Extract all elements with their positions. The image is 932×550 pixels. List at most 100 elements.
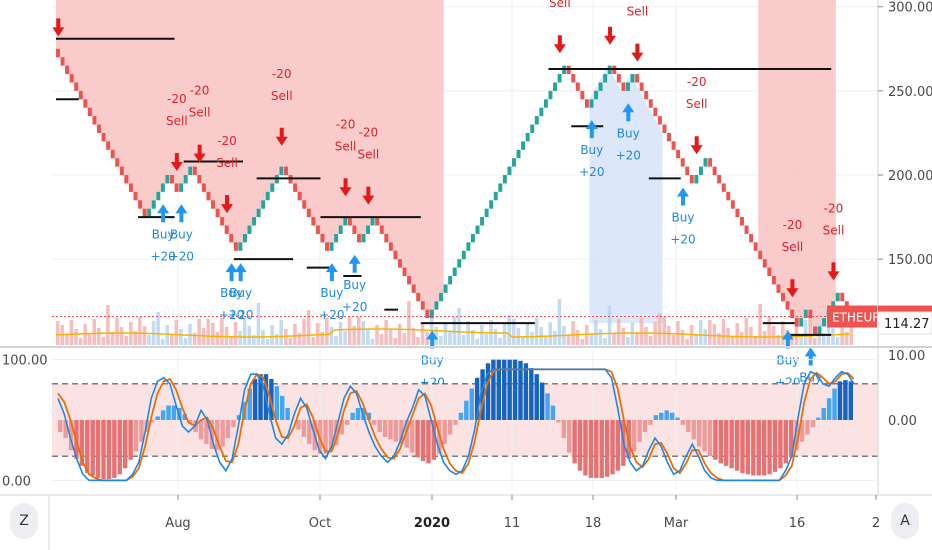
volume-bar bbox=[156, 312, 160, 345]
renko-brick bbox=[521, 141, 526, 150]
histogram-bar bbox=[101, 420, 106, 480]
k-line bbox=[57, 368, 855, 482]
volume-bar bbox=[434, 327, 439, 345]
renko-brick bbox=[744, 225, 749, 234]
renko-brick bbox=[817, 326, 822, 335]
x-tick-label: 2 bbox=[872, 516, 880, 531]
volume-bar bbox=[721, 319, 726, 345]
sell-signal-qty: -20 bbox=[783, 218, 803, 232]
volume-bar bbox=[480, 325, 484, 345]
volume-bar bbox=[388, 329, 393, 345]
histogram-bar bbox=[150, 420, 155, 423]
volume-bar bbox=[575, 330, 580, 345]
volume-bar bbox=[352, 326, 356, 345]
volume-bar bbox=[826, 319, 831, 345]
volume-bar bbox=[799, 334, 803, 345]
y-tick-label: 150.00 bbox=[888, 253, 932, 268]
volume-bar bbox=[147, 335, 151, 345]
histogram-bar bbox=[751, 420, 756, 476]
renko-brick bbox=[516, 149, 521, 159]
buy-signal-label: Buy bbox=[152, 227, 175, 241]
renko-brick bbox=[252, 217, 257, 226]
volume-bar bbox=[302, 319, 306, 345]
osc-right-tick-label: 10.00 bbox=[888, 349, 925, 364]
histogram-bar bbox=[269, 378, 274, 420]
buy-arrow-icon bbox=[804, 347, 817, 366]
sell-signal-label: Sell bbox=[166, 114, 188, 128]
histogram-bar bbox=[594, 420, 599, 478]
volume-bar bbox=[402, 333, 407, 345]
histogram-bar bbox=[404, 420, 409, 448]
sell-arrow-icon bbox=[362, 186, 375, 205]
volume-bar bbox=[78, 338, 83, 345]
volume-bar bbox=[694, 334, 698, 345]
volume-bar bbox=[457, 308, 461, 345]
buy-arrow-icon bbox=[157, 204, 170, 223]
buy-arrow-icon bbox=[234, 263, 247, 282]
y-tick-label: 300.00 bbox=[888, 1, 932, 16]
sell-signal-label: Sell bbox=[216, 156, 238, 170]
volume-bar bbox=[265, 339, 270, 345]
renko-brick bbox=[242, 233, 247, 243]
volume-bar bbox=[589, 334, 594, 345]
volume-bar bbox=[507, 315, 511, 345]
histogram-bar bbox=[496, 359, 502, 420]
volume-bar bbox=[124, 336, 128, 345]
renko-brick bbox=[407, 276, 412, 285]
volume-bar bbox=[220, 318, 224, 345]
scale-button[interactable]: A bbox=[891, 503, 919, 539]
renko-brick bbox=[835, 292, 840, 302]
histogram-bar bbox=[409, 420, 415, 453]
timezone-button[interactable]: Z bbox=[10, 503, 38, 539]
renko-brick bbox=[334, 233, 339, 243]
histogram-bar bbox=[399, 420, 404, 445]
renko-brick bbox=[366, 225, 371, 234]
renko-brick bbox=[498, 183, 503, 192]
renko-brick bbox=[425, 309, 430, 319]
sell-signal-label: Sell bbox=[335, 139, 357, 153]
volume-bar bbox=[347, 317, 352, 345]
volume-bar bbox=[110, 332, 115, 345]
volume-bar bbox=[767, 317, 771, 345]
histogram-bar bbox=[512, 359, 518, 420]
sell-signal-qty: -20 bbox=[359, 126, 379, 140]
histogram-bar bbox=[588, 420, 594, 478]
volume-bar bbox=[812, 338, 817, 345]
volume-bar bbox=[338, 322, 343, 345]
buy-signal-qty: +20 bbox=[616, 148, 641, 162]
sell-arrow-icon bbox=[827, 262, 840, 281]
renko-brick bbox=[493, 191, 498, 201]
renko-brick bbox=[507, 166, 512, 176]
renko-brick bbox=[794, 318, 799, 327]
y-tick-label: 250.00 bbox=[888, 85, 932, 100]
volume-bar bbox=[484, 334, 489, 345]
renko-brick bbox=[56, 48, 60, 58]
renko-brick bbox=[484, 208, 489, 218]
renko-brick bbox=[822, 318, 827, 327]
renko-brick bbox=[233, 242, 238, 251]
renko-brick bbox=[712, 166, 717, 176]
buy-arrow-icon bbox=[426, 330, 439, 349]
renko-brick bbox=[247, 225, 252, 234]
renko-brick bbox=[375, 217, 380, 226]
volume-bar bbox=[106, 305, 110, 345]
volume-bar bbox=[274, 334, 279, 345]
renko-brick bbox=[347, 217, 352, 226]
volume-bar bbox=[233, 322, 238, 345]
histogram-bar bbox=[58, 420, 63, 433]
renko-brick bbox=[110, 149, 115, 159]
renko-brick bbox=[261, 200, 266, 209]
volume-bar bbox=[320, 332, 325, 345]
volume-bar bbox=[183, 338, 188, 345]
renko-brick bbox=[589, 99, 594, 108]
buy-signal-label: Buy bbox=[320, 286, 343, 300]
histogram-bar bbox=[789, 420, 794, 458]
volume-bar bbox=[315, 323, 320, 345]
histogram-bar bbox=[843, 380, 848, 420]
volume-bar bbox=[138, 317, 142, 345]
histogram-bar bbox=[225, 420, 231, 439]
volume-bar bbox=[803, 320, 808, 345]
renko-brick bbox=[525, 132, 530, 142]
histogram-bar bbox=[106, 420, 112, 480]
